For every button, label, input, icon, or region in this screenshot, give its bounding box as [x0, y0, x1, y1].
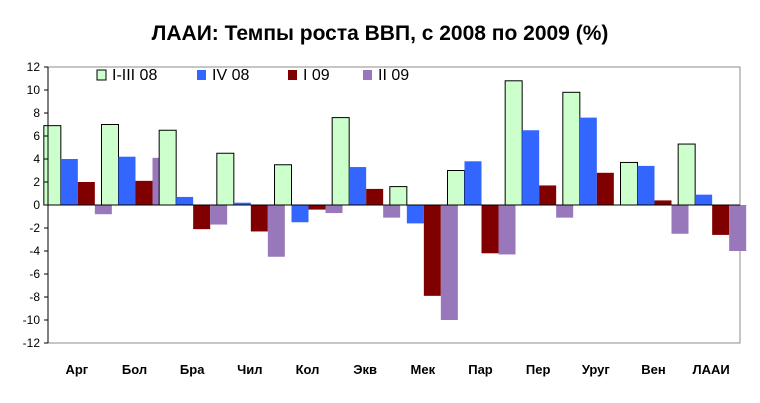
bar — [406, 205, 424, 224]
bars-group — [43, 80, 747, 320]
bar — [158, 129, 177, 206]
y-tick-label: 2 — [33, 175, 40, 189]
bar — [331, 117, 350, 206]
bar — [101, 124, 119, 206]
bar — [94, 205, 112, 215]
y-tick-label: 4 — [33, 152, 40, 166]
category-label: Вен — [641, 362, 665, 377]
y-tick-label: 0 — [33, 198, 40, 212]
bar — [135, 180, 153, 205]
bar — [654, 200, 672, 205]
category-label: Кол — [296, 362, 320, 377]
category-label: ЛААИ — [693, 362, 730, 377]
bar — [504, 80, 523, 206]
legend-label: I-III 08 — [112, 67, 157, 84]
bar — [579, 117, 597, 205]
legend-swatch — [96, 69, 107, 81]
legend-label: II 09 — [378, 67, 409, 84]
legend-label: I 09 — [303, 67, 330, 84]
category-label: Арг — [65, 362, 88, 377]
bar — [522, 130, 540, 205]
bar — [210, 205, 228, 225]
legend-swatch — [197, 70, 206, 80]
bar — [447, 170, 465, 206]
y-ticks-group: 12 10 8 6 4 2 0 -2 -4 -6 -8 -10 -12 — [23, 60, 48, 350]
y-tick-label: -4 — [29, 244, 40, 258]
bar — [291, 205, 309, 223]
category-labels-group: Арг Бол Бра Чил Кол Экв Мек Пар Пер Уруг Вен ЛААИ — [65, 362, 729, 377]
bar — [216, 152, 235, 206]
bar — [366, 188, 384, 205]
y-tick-label: 10 — [27, 83, 41, 97]
bar — [423, 205, 441, 296]
bar — [383, 205, 401, 218]
bar — [274, 164, 292, 206]
bar — [671, 205, 689, 234]
category-label: Бол — [122, 362, 147, 377]
y-tick-label: 12 — [27, 60, 41, 74]
bar — [43, 125, 62, 206]
bar — [60, 159, 78, 205]
category-label: Бра — [180, 362, 205, 377]
y-tick-label: -2 — [29, 221, 40, 235]
y-tick-label: 8 — [33, 106, 40, 120]
bar — [77, 182, 95, 205]
bar — [308, 205, 326, 210]
bar — [620, 161, 638, 206]
bar — [539, 185, 557, 205]
y-tick-label: -8 — [29, 290, 40, 304]
bar — [481, 205, 499, 254]
bar — [596, 172, 614, 205]
y-tick-label: -6 — [29, 267, 40, 281]
legend-swatch — [363, 70, 372, 80]
bar — [233, 202, 251, 205]
bar — [637, 165, 655, 205]
legend: I-III 08 IV 08 I 09 II 09 — [96, 67, 409, 84]
bar — [250, 205, 268, 232]
bar — [440, 205, 458, 320]
legend-label: IV 08 — [212, 67, 249, 84]
bar — [729, 205, 747, 251]
bar — [677, 143, 696, 206]
bar — [695, 194, 713, 205]
bar — [562, 91, 581, 206]
category-label: Мек — [411, 362, 436, 377]
bar — [498, 205, 516, 255]
chart-title: ЛААИ: Темпы роста ВВП, с 2008 по 2009 (%… — [151, 22, 609, 45]
bar — [712, 205, 730, 235]
category-label: Экв — [353, 362, 377, 377]
bar — [556, 205, 574, 218]
category-label: Чил — [237, 362, 262, 377]
legend-swatch — [288, 70, 297, 80]
bar — [118, 156, 136, 205]
category-label: Пер — [526, 362, 551, 377]
bar — [325, 205, 343, 214]
y-tick-label: -10 — [23, 313, 41, 327]
bar — [176, 196, 194, 205]
category-label: Уруг — [582, 362, 611, 377]
bar — [464, 161, 482, 205]
bar — [389, 186, 408, 206]
bar — [193, 205, 211, 230]
y-tick-label: 6 — [33, 129, 40, 143]
bar — [267, 205, 285, 257]
bar — [349, 167, 367, 205]
category-label: Пар — [468, 362, 493, 377]
y-tick-label: -12 — [23, 336, 41, 350]
